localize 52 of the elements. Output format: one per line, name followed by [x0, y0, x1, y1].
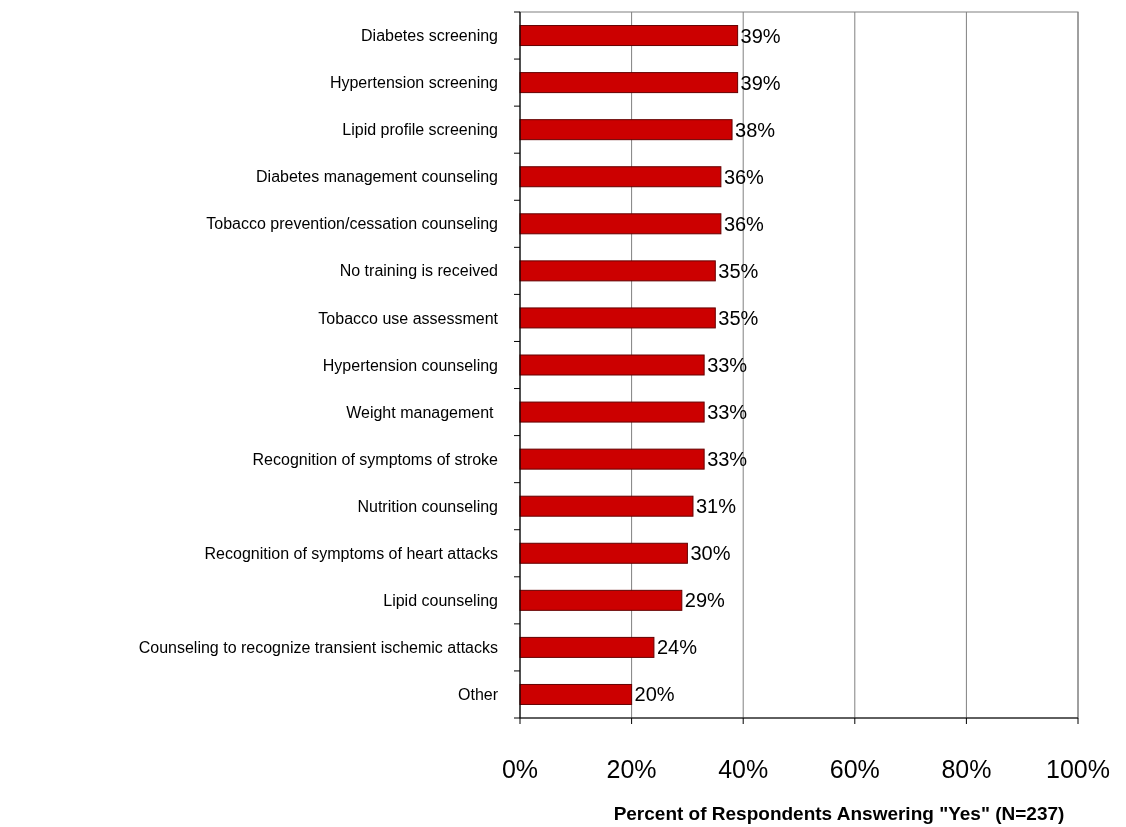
x-axis-title: Percent of Respondents Answering "Yes" (N=237) — [613, 803, 1065, 824]
data-label: 39% — [740, 71, 781, 94]
data-label: 35% — [718, 306, 759, 329]
bar — [519, 589, 683, 611]
x-tick-label: 0% — [501, 755, 539, 783]
data-label: 39% — [740, 24, 781, 47]
y-tick-label: Diabetes management counseling — [256, 168, 498, 186]
y-tick-label: Recognition of symptoms of stroke — [252, 450, 499, 468]
y-tick-label: Tobacco use assessment — [318, 309, 499, 327]
y-tick-label: Counseling to recognize transient ischemic attacks — [138, 639, 498, 656]
y-tick-label: Hypertension counseling — [322, 356, 498, 374]
y-tick-label: Tobacco prevention/cessation counseling — [206, 215, 498, 233]
y-tick-label: No training is received — [339, 262, 498, 280]
data-label: 31% — [695, 495, 737, 518]
data-label: 33% — [707, 448, 748, 471]
data-label: 33% — [707, 354, 748, 376]
bar — [519, 354, 705, 376]
x-tick-label: 40% — [718, 755, 769, 783]
y-tick-label: Lipid profile screening — [342, 121, 498, 139]
y-tick-label: Diabetes screening — [361, 27, 498, 45]
bar — [519, 401, 705, 423]
bar — [519, 495, 694, 517]
data-label: 24% — [656, 636, 698, 659]
bar — [519, 636, 655, 658]
bar — [519, 166, 722, 188]
y-tick-label: Lipid counseling — [383, 591, 498, 609]
x-tick-label: 60% — [829, 755, 880, 783]
data-label: 36% — [723, 212, 765, 235]
bar — [519, 307, 716, 329]
bar — [519, 448, 705, 470]
data-label: 29% — [684, 589, 726, 612]
x-tick-label: 100% — [1046, 755, 1110, 783]
bar — [519, 683, 633, 705]
data-label: 35% — [718, 259, 759, 282]
bar — [519, 25, 739, 47]
data-label: 36% — [723, 165, 765, 188]
data-label: 20% — [634, 683, 675, 706]
bar — [519, 72, 739, 94]
y-tick-label: Nutrition counseling — [357, 497, 498, 515]
y-tick-label: Weight management — [346, 403, 498, 421]
y-tick-label: Hypertension screening — [329, 74, 498, 92]
bar — [519, 260, 716, 282]
data-label: 33% — [707, 401, 748, 424]
bar — [519, 213, 722, 235]
data-label: 30% — [690, 542, 731, 565]
y-tick-label: Other — [457, 686, 499, 704]
bar — [519, 119, 733, 141]
x-tick-label: 20% — [606, 755, 657, 783]
y-tick-label: Recognition of symptoms of heart attacks — [204, 544, 498, 562]
x-tick-label: 80% — [941, 755, 992, 783]
bar — [519, 542, 688, 564]
data-label: 38% — [735, 118, 776, 141]
